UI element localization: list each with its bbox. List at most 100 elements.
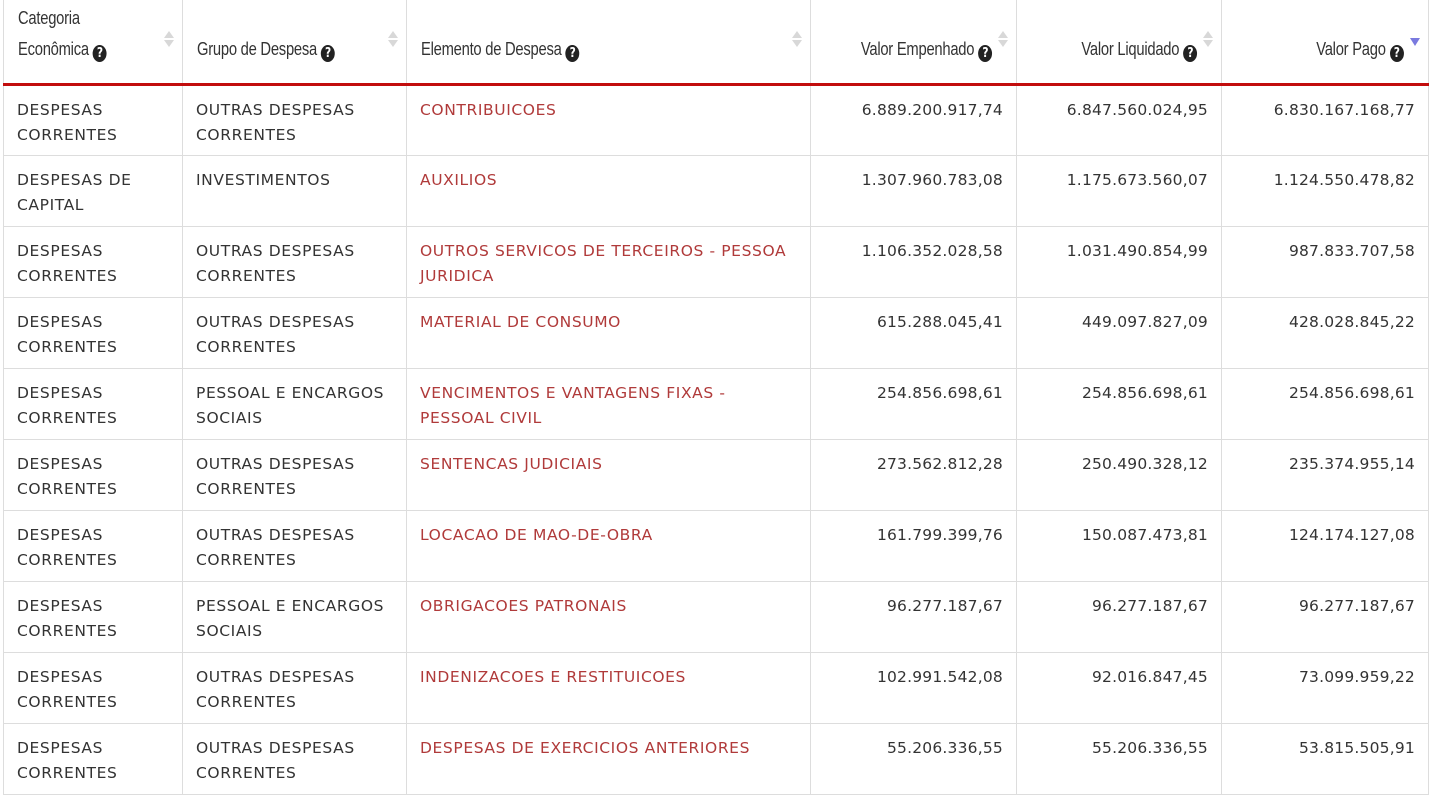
elemento-link[interactable]: AUXILIOS xyxy=(420,170,498,189)
question-circle-icon[interactable]: ? xyxy=(978,44,992,62)
table-row: DESPESAS CORRENTES OUTRAS DESPESAS CORREN… xyxy=(3,438,1429,511)
column-header-elemento[interactable]: Elemento de Despesa? xyxy=(406,0,811,86)
table-row: DESPESAS CORRENTES OUTRAS DESPESAS CORREN… xyxy=(3,225,1429,298)
elemento-link[interactable]: OUTROS SERVICOS DE TERCEIROS - PESSOA JU… xyxy=(420,241,787,285)
cell-elemento: INDENIZACOES E RESTITUICOES xyxy=(406,651,811,724)
cell-elemento: CONTRIBUICOES xyxy=(406,84,811,156)
cell-pago: 96.277.187,67 xyxy=(1221,580,1429,653)
cell-grupo: OUTRAS DESPESAS CORRENTES xyxy=(182,296,407,369)
column-header-label: Valor Empenhado? xyxy=(861,34,992,65)
table-row: DESPESAS CORRENTES OUTRAS DESPESAS CORREN… xyxy=(3,509,1429,582)
column-header-text: Grupo de Despesa xyxy=(197,38,317,59)
column-header-label: Elemento de Despesa? xyxy=(421,34,580,65)
cell-liquidado: 250.490.328,12 xyxy=(1016,438,1222,511)
column-header-categoria[interactable]: Categoria Econômica? xyxy=(3,0,183,86)
cell-categoria: DESPESAS CORRENTES xyxy=(3,367,183,440)
cell-categoria: DESPESAS CORRENTES xyxy=(3,580,183,653)
elemento-link[interactable]: LOCACAO DE MAO-DE-OBRA xyxy=(420,525,653,544)
cell-empenhado: 102.991.542,08 xyxy=(810,651,1017,724)
sort-icon[interactable] xyxy=(998,30,1008,50)
cell-pago: 987.833.707,58 xyxy=(1221,225,1429,298)
elemento-link[interactable]: VENCIMENTOS E VANTAGENS FIXAS - PESSOAL … xyxy=(420,383,726,427)
sort-icon[interactable] xyxy=(1203,30,1213,50)
elemento-link[interactable]: DESPESAS DE EXERCICIOS ANTERIORES xyxy=(420,738,751,757)
cell-liquidado: 449.097.827,09 xyxy=(1016,296,1222,369)
cell-liquidado: 1.031.490.854,99 xyxy=(1016,225,1222,298)
cell-categoria: DESPESAS CORRENTES xyxy=(3,509,183,582)
table-row: DESPESAS CORRENTES OUTRAS DESPESAS CORREN… xyxy=(3,296,1429,369)
elemento-link[interactable]: SENTENCAS JUDICIAIS xyxy=(420,454,603,473)
cell-empenhado: 254.856.698,61 xyxy=(810,367,1017,440)
elemento-link[interactable]: CONTRIBUICOES xyxy=(420,100,557,119)
cell-liquidado: 92.016.847,45 xyxy=(1016,651,1222,724)
cell-pago: 1.124.550.478,82 xyxy=(1221,154,1429,227)
cell-pago: 254.856.698,61 xyxy=(1221,367,1429,440)
cell-categoria: DESPESAS CORRENTES xyxy=(3,722,183,795)
table-body: DESPESAS CORRENTES OUTRAS DESPESAS CORREN… xyxy=(3,84,1429,795)
cell-empenhado: 1.307.960.783,08 xyxy=(810,154,1017,227)
cell-liquidado: 96.277.187,67 xyxy=(1016,580,1222,653)
cell-categoria: DESPESAS CORRENTES xyxy=(3,296,183,369)
sort-icon[interactable] xyxy=(388,30,398,50)
cell-elemento: LOCACAO DE MAO-DE-OBRA xyxy=(406,509,811,582)
column-header-label: Categoria Econômica? xyxy=(18,3,120,65)
question-circle-icon[interactable]: ? xyxy=(1390,44,1404,62)
cell-categoria: DESPESAS CORRENTES xyxy=(3,651,183,724)
cell-liquidado: 1.175.673.560,07 xyxy=(1016,154,1222,227)
cell-liquidado: 150.087.473,81 xyxy=(1016,509,1222,582)
cell-empenhado: 55.206.336,55 xyxy=(810,722,1017,795)
cell-grupo: PESSOAL E ENCARGOS SOCIAIS xyxy=(182,367,407,440)
table-header: Categoria Econômica? Grupo de Despesa? Ele… xyxy=(3,0,1429,86)
cell-elemento: OBRIGACOES PATRONAIS xyxy=(406,580,811,653)
question-circle-icon[interactable]: ? xyxy=(565,44,580,62)
cell-pago: 6.830.167.168,77 xyxy=(1221,84,1429,156)
cell-categoria: DESPESAS CORRENTES xyxy=(3,225,183,298)
column-header-label: Grupo de Despesa? xyxy=(197,34,336,65)
elemento-link[interactable]: OBRIGACOES PATRONAIS xyxy=(420,596,627,615)
table-row: DESPESAS CORRENTES PESSOAL E ENCARGOS SOC… xyxy=(3,367,1429,440)
cell-pago: 53.815.505,91 xyxy=(1221,722,1429,795)
cell-grupo: OUTRAS DESPESAS CORRENTES xyxy=(182,84,407,156)
cell-liquidado: 55.206.336,55 xyxy=(1016,722,1222,795)
question-circle-icon[interactable]: ? xyxy=(321,44,336,62)
cell-empenhado: 273.562.812,28 xyxy=(810,438,1017,511)
elemento-link[interactable]: MATERIAL DE CONSUMO xyxy=(420,312,621,331)
elemento-link[interactable]: INDENIZACOES E RESTITUICOES xyxy=(420,667,686,686)
cell-grupo: PESSOAL E ENCARGOS SOCIAIS xyxy=(182,580,407,653)
column-header-text: Valor Pago xyxy=(1316,38,1386,59)
column-header-text: Valor Liquidado xyxy=(1081,38,1179,59)
cell-categoria: DESPESAS CORRENTES xyxy=(3,438,183,511)
column-header-grupo[interactable]: Grupo de Despesa? xyxy=(182,0,407,86)
column-header-empenhado[interactable]: Valor Empenhado? xyxy=(810,0,1017,86)
column-header-label: Valor Pago? xyxy=(1316,34,1404,65)
sort-icon[interactable] xyxy=(792,30,802,50)
cell-grupo: OUTRAS DESPESAS CORRENTES xyxy=(182,225,407,298)
cell-elemento: SENTENCAS JUDICIAIS xyxy=(406,438,811,511)
column-header-text: Categoria Econômica xyxy=(18,7,89,59)
sort-descending-icon[interactable] xyxy=(1410,38,1420,58)
cell-elemento: DESPESAS DE EXERCICIOS ANTERIORES xyxy=(406,722,811,795)
cell-grupo: OUTRAS DESPESAS CORRENTES xyxy=(182,651,407,724)
cell-empenhado: 6.889.200.917,74 xyxy=(810,84,1017,156)
table-row: DESPESAS CORRENTES OUTRAS DESPESAS CORREN… xyxy=(3,651,1429,724)
column-header-text: Elemento de Despesa xyxy=(421,38,562,59)
cell-grupo: INVESTIMENTOS xyxy=(182,154,407,227)
question-circle-icon[interactable]: ? xyxy=(1183,44,1197,62)
cell-liquidado: 254.856.698,61 xyxy=(1016,367,1222,440)
column-header-pago[interactable]: Valor Pago? xyxy=(1221,0,1429,86)
column-header-liquidado[interactable]: Valor Liquidado? xyxy=(1016,0,1222,86)
expenses-table: Categoria Econômica? Grupo de Despesa? Ele… xyxy=(3,0,1429,795)
column-header-text: Valor Empenhado xyxy=(860,38,975,59)
table-row: DESPESAS CORRENTES OUTRAS DESPESAS CORREN… xyxy=(3,84,1429,156)
cell-empenhado: 615.288.045,41 xyxy=(810,296,1017,369)
cell-elemento: AUXILIOS xyxy=(406,154,811,227)
cell-categoria: DESPESAS DE CAPITAL xyxy=(3,154,183,227)
table-row: DESPESAS CORRENTES PESSOAL E ENCARGOS SOC… xyxy=(3,580,1429,653)
sort-icon[interactable] xyxy=(164,30,174,50)
table-row: DESPESAS DE CAPITAL INVESTIMENTOS AUXILIOS… xyxy=(3,154,1429,227)
question-circle-icon[interactable]: ? xyxy=(92,44,107,62)
cell-empenhado: 1.106.352.028,58 xyxy=(810,225,1017,298)
cell-categoria: DESPESAS CORRENTES xyxy=(3,84,183,156)
cell-pago: 428.028.845,22 xyxy=(1221,296,1429,369)
cell-pago: 73.099.959,22 xyxy=(1221,651,1429,724)
